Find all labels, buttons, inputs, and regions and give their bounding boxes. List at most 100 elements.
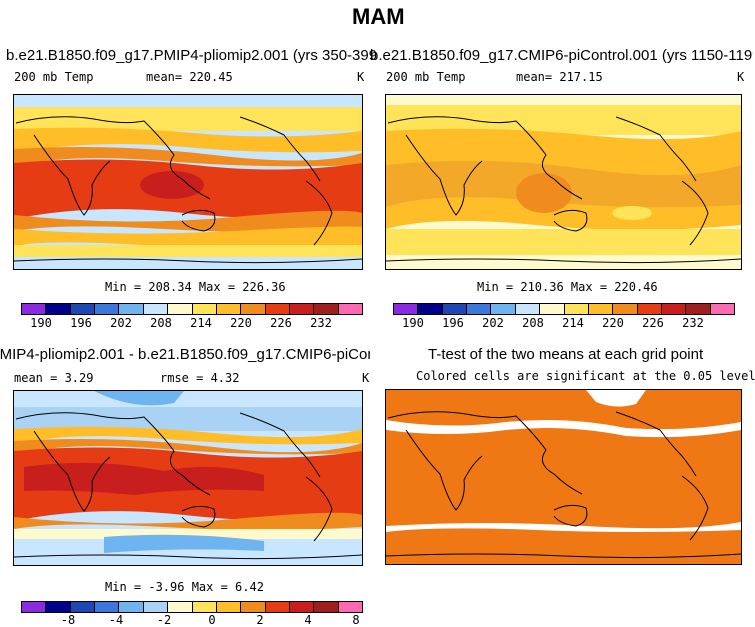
non-significant-south — [386, 522, 741, 532]
coast-africa — [405, 134, 483, 216]
colorbar-swatch — [289, 602, 315, 612]
panel1-map — [13, 94, 363, 270]
colorbar-swatch — [216, 304, 242, 314]
colorbar-swatch — [119, 602, 144, 612]
panel1-stats: Min = 208.34 Max = 226.36 — [105, 280, 286, 294]
band-north-subtropic — [14, 127, 362, 153]
colorbar-swatch — [95, 304, 120, 314]
colorbar-tick-label: 190 — [30, 316, 52, 330]
panel4-subtitle: Colored cells are significant at the 0.0… — [416, 369, 755, 383]
colorbar-swatch — [241, 602, 266, 612]
panel4-heatmap — [386, 390, 741, 564]
colorbar-swatch — [119, 304, 144, 314]
colorbar-swatch — [168, 602, 193, 612]
panel4-title: T-test of the two means at each grid poi… — [428, 346, 704, 363]
colorbar-swatch — [613, 304, 638, 314]
panel2-map — [385, 94, 742, 270]
colorbar-swatch — [467, 304, 492, 314]
coast-africa — [33, 430, 111, 512]
band-polar-south — [14, 257, 362, 269]
colorbar-swatch — [686, 304, 711, 314]
coast-eurasia — [387, 116, 583, 200]
colorbar-swatch — [143, 304, 169, 314]
colorbar-swatch — [241, 304, 266, 314]
coast-africa — [33, 134, 111, 216]
band-tropics-core — [24, 462, 264, 495]
colorbar-tick-label: 232 — [682, 316, 704, 330]
colorbar-tick-label: -4 — [108, 613, 124, 627]
coast-eurasia — [15, 412, 211, 496]
colorbar-swatch — [168, 304, 193, 314]
panel3-rmse-label: rmse = 4.32 — [160, 371, 240, 385]
colorbar-swatch — [192, 602, 217, 612]
coast-australia — [181, 209, 216, 232]
colorbar-swatch — [95, 602, 120, 612]
coastlines — [14, 116, 362, 264]
non-significant-arctic — [586, 390, 646, 407]
warm-pool — [516, 173, 572, 213]
panel2-heatmap — [386, 95, 741, 269]
colorbar-swatch — [491, 304, 516, 314]
coast-antarctica — [14, 258, 362, 264]
warm-pool-core — [140, 171, 204, 199]
panel1-variable-label: 200 mb Temp — [14, 70, 94, 84]
panel2-stats: Min = 210.36 Max = 220.46 — [477, 280, 658, 294]
band-south-edge — [14, 210, 362, 232]
colorbar-swatch — [265, 304, 290, 314]
colorbar-swatch — [143, 602, 169, 612]
panel2-title: b.e21.B1850.f09_g17.CMIP6-piControl.001 … — [370, 47, 753, 64]
colorbar-swatch — [70, 602, 96, 612]
band-north-edge — [14, 439, 362, 455]
panel1-units-label: K — [357, 70, 365, 84]
colorbar-tick-label: 226 — [270, 316, 292, 330]
band-south-mid — [386, 229, 741, 257]
coast-australia — [553, 209, 588, 232]
colorbar-swatch — [661, 304, 687, 314]
colorbar-tick-label: 196 — [442, 316, 464, 330]
colorbar-swatch — [418, 304, 443, 314]
colorbar-tick-label: 214 — [562, 316, 584, 330]
colorbar-tick-label: 226 — [642, 316, 664, 330]
colorbar-tick-label: 196 — [70, 316, 92, 330]
coast-south-america — [305, 180, 333, 246]
colorbar-swatch — [338, 602, 363, 612]
panel2-mean-label: mean= 217.15 — [516, 70, 603, 84]
colorbar-swatch — [442, 304, 468, 314]
colorbar-swatch — [564, 304, 589, 314]
cool-anomaly-north — [94, 391, 184, 406]
panel1-colorbar — [21, 303, 363, 315]
cool-spot-pacific — [612, 206, 652, 220]
colorbar-tick-label: 220 — [602, 316, 624, 330]
coast-north-america — [239, 116, 321, 182]
panel3-map — [13, 390, 363, 566]
colorbar-swatch — [289, 304, 315, 314]
colorbar-swatch — [394, 304, 419, 314]
colorbar-tick-label: 214 — [190, 316, 212, 330]
cool-anomaly-south — [104, 534, 264, 553]
colorbar-tick-label: 8 — [352, 613, 360, 627]
colorbar-swatch — [22, 602, 47, 612]
coast-antarctica — [386, 553, 741, 559]
panel3-title: b.e21.B1850.f09_g17.PMIP4-pliomip2.001 -… — [0, 346, 370, 363]
colorbar-tick-label: -2 — [156, 613, 172, 627]
panel2-units-label: K — [737, 70, 745, 84]
colorbar-swatch — [46, 304, 71, 314]
colorbar-swatch — [540, 304, 565, 314]
band-south-subtropic — [14, 226, 362, 248]
significance-field — [386, 390, 741, 564]
coast-north-america — [615, 411, 697, 477]
band-north-edge — [14, 147, 362, 167]
colorbar-tick-label: -8 — [60, 613, 76, 627]
colorbar-tick-label: 4 — [304, 613, 312, 627]
panel1-heatmap — [14, 95, 362, 269]
colorbar-swatch — [314, 602, 339, 612]
colorbar-tick-label: 190 — [402, 316, 424, 330]
coast-north-america — [239, 412, 321, 478]
colorbar-swatch — [192, 304, 217, 314]
colorbar-swatch — [46, 602, 71, 612]
coast-antarctica — [386, 258, 741, 264]
coast-south-america — [305, 476, 333, 542]
coast-eurasia — [15, 116, 211, 200]
panel3-stats: Min = -3.96 Max = 6.42 — [105, 580, 264, 594]
band-south-edge — [14, 512, 362, 530]
